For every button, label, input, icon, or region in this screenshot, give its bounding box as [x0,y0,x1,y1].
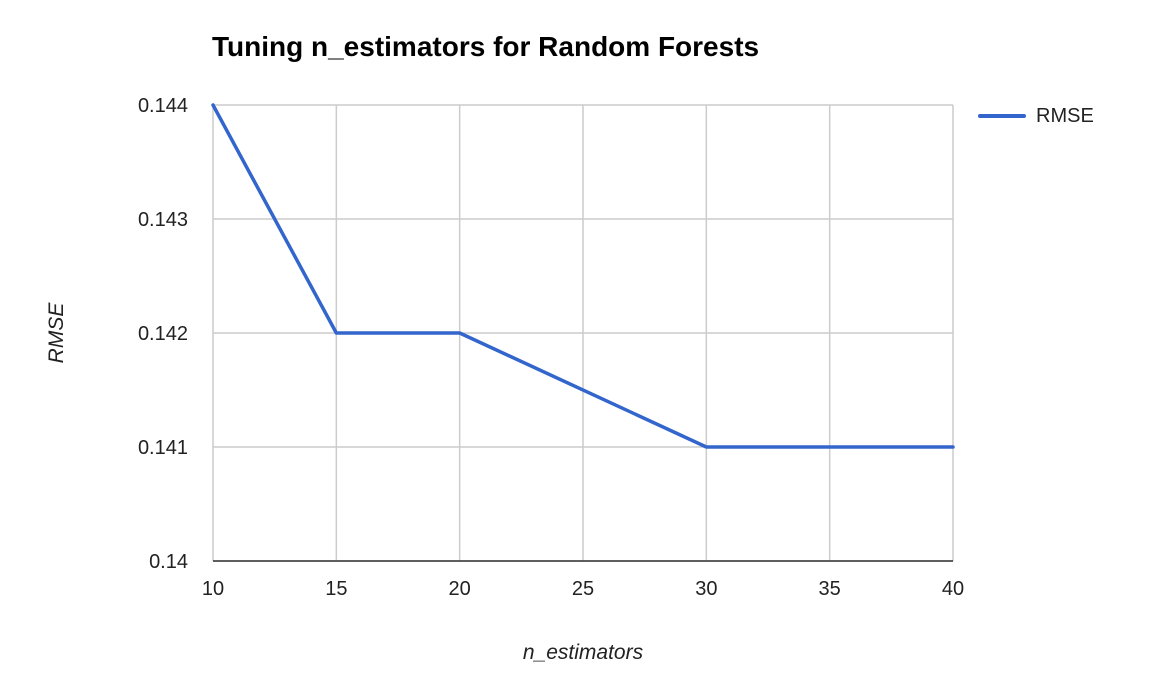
x-tick-label: 10 [202,578,224,600]
x-tick-label: 30 [695,578,717,600]
x-tick-label: 25 [572,578,594,600]
y-tick-label: 0.14 [149,551,188,573]
legend-swatch [978,114,1026,118]
series-line-0 [211,103,955,449]
x-axis-title: n_estimators [523,641,644,664]
grid-lines [212,104,954,562]
y-tick-label: 0.141 [138,437,188,459]
y-tick-label: 0.143 [138,209,188,231]
legend-label: RMSE [1036,104,1094,127]
tick-labels: 10 15 20 25 30 35 40 0.14 0.141 0.142 0.143 0.144 [138,95,964,600]
y-axis-title: RMSE [45,302,68,364]
chart-title: Tuning n_estimators for Random Forests [212,31,760,62]
series-layer [211,103,955,449]
x-tick-label: 40 [942,578,964,600]
x-tick-label: 35 [819,578,841,600]
x-tick-label: 20 [449,578,471,600]
y-tick-label: 0.144 [138,95,188,117]
x-tick-label: 15 [325,578,347,600]
y-tick-label: 0.142 [138,323,188,345]
legend: RMSE [978,102,1094,130]
